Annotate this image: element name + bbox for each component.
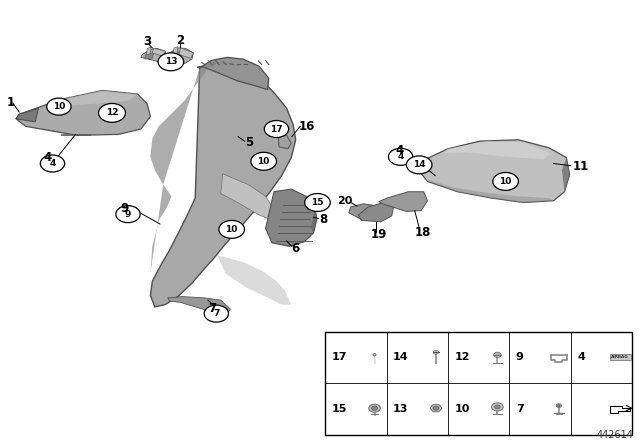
Text: 14: 14 xyxy=(393,352,408,362)
Text: 4: 4 xyxy=(397,152,404,161)
Circle shape xyxy=(204,305,228,322)
Circle shape xyxy=(406,156,432,174)
Polygon shape xyxy=(430,405,442,412)
Polygon shape xyxy=(197,57,269,90)
Circle shape xyxy=(373,353,376,356)
Text: 15: 15 xyxy=(332,404,347,414)
Circle shape xyxy=(433,350,438,354)
Polygon shape xyxy=(16,90,150,135)
Polygon shape xyxy=(150,58,296,307)
Text: 6: 6 xyxy=(292,242,300,255)
Text: 12: 12 xyxy=(454,352,470,362)
Polygon shape xyxy=(311,206,317,233)
Circle shape xyxy=(493,172,518,190)
Text: 2: 2 xyxy=(177,34,184,47)
Text: 13: 13 xyxy=(164,57,177,66)
Polygon shape xyxy=(16,108,38,122)
Polygon shape xyxy=(179,48,193,58)
Circle shape xyxy=(372,406,378,410)
Text: 17: 17 xyxy=(270,125,283,134)
Polygon shape xyxy=(419,140,570,202)
Text: 9: 9 xyxy=(125,210,131,219)
Circle shape xyxy=(556,404,561,408)
Text: 11: 11 xyxy=(573,160,589,173)
Polygon shape xyxy=(266,189,317,246)
Polygon shape xyxy=(379,192,428,211)
Circle shape xyxy=(264,121,289,138)
Circle shape xyxy=(251,152,276,170)
Circle shape xyxy=(495,405,500,409)
Text: 12: 12 xyxy=(106,108,118,117)
Circle shape xyxy=(388,148,413,165)
Text: 5: 5 xyxy=(246,136,253,149)
Polygon shape xyxy=(562,158,570,192)
Polygon shape xyxy=(172,51,182,59)
Text: 10: 10 xyxy=(257,157,270,166)
Text: 4: 4 xyxy=(396,143,403,157)
Text: 4: 4 xyxy=(577,352,585,362)
Text: 16: 16 xyxy=(299,120,316,133)
Circle shape xyxy=(305,194,330,211)
Text: 9: 9 xyxy=(121,202,129,215)
Circle shape xyxy=(219,220,244,238)
Circle shape xyxy=(116,206,140,223)
Bar xyxy=(609,354,631,360)
Polygon shape xyxy=(168,48,193,64)
Polygon shape xyxy=(152,48,165,56)
Polygon shape xyxy=(221,174,274,220)
Polygon shape xyxy=(358,202,394,222)
Polygon shape xyxy=(443,141,550,159)
Circle shape xyxy=(369,404,380,412)
Text: 14: 14 xyxy=(413,160,426,169)
Polygon shape xyxy=(141,48,166,62)
Polygon shape xyxy=(147,47,151,55)
Circle shape xyxy=(47,98,71,115)
Circle shape xyxy=(433,406,439,410)
Text: 3: 3 xyxy=(143,34,151,48)
Text: 4: 4 xyxy=(49,159,56,168)
Text: 15: 15 xyxy=(311,198,324,207)
Text: 10: 10 xyxy=(225,225,238,234)
Polygon shape xyxy=(51,90,138,107)
Polygon shape xyxy=(278,135,291,149)
Text: 19: 19 xyxy=(371,228,387,241)
Polygon shape xyxy=(422,178,554,202)
Circle shape xyxy=(492,403,503,411)
Text: 17: 17 xyxy=(332,352,347,362)
Text: 442614: 442614 xyxy=(596,430,634,440)
Text: AIRBAG: AIRBAG xyxy=(611,355,629,359)
Polygon shape xyxy=(168,297,230,314)
Circle shape xyxy=(158,53,184,71)
Text: 20: 20 xyxy=(337,196,352,206)
Text: 18: 18 xyxy=(414,226,431,240)
Polygon shape xyxy=(218,255,291,305)
Polygon shape xyxy=(150,185,172,273)
Circle shape xyxy=(557,405,560,407)
Text: 10: 10 xyxy=(454,404,470,414)
Polygon shape xyxy=(611,406,630,413)
Polygon shape xyxy=(61,134,90,135)
Polygon shape xyxy=(145,53,154,59)
Text: 8: 8 xyxy=(320,213,328,226)
Text: 9: 9 xyxy=(516,352,524,362)
Polygon shape xyxy=(173,47,178,54)
Text: 7: 7 xyxy=(213,309,220,318)
Polygon shape xyxy=(150,64,210,185)
Text: 4: 4 xyxy=(44,151,52,164)
Text: 10: 10 xyxy=(52,102,65,111)
Circle shape xyxy=(99,103,125,122)
Polygon shape xyxy=(197,60,218,68)
Text: 1: 1 xyxy=(6,95,15,109)
Text: 13: 13 xyxy=(393,404,408,414)
Text: 7: 7 xyxy=(209,302,216,315)
Circle shape xyxy=(40,155,65,172)
Bar xyxy=(325,332,632,435)
Circle shape xyxy=(493,352,501,358)
Polygon shape xyxy=(349,204,378,220)
Text: 10: 10 xyxy=(499,177,512,186)
Text: 7: 7 xyxy=(516,404,524,414)
